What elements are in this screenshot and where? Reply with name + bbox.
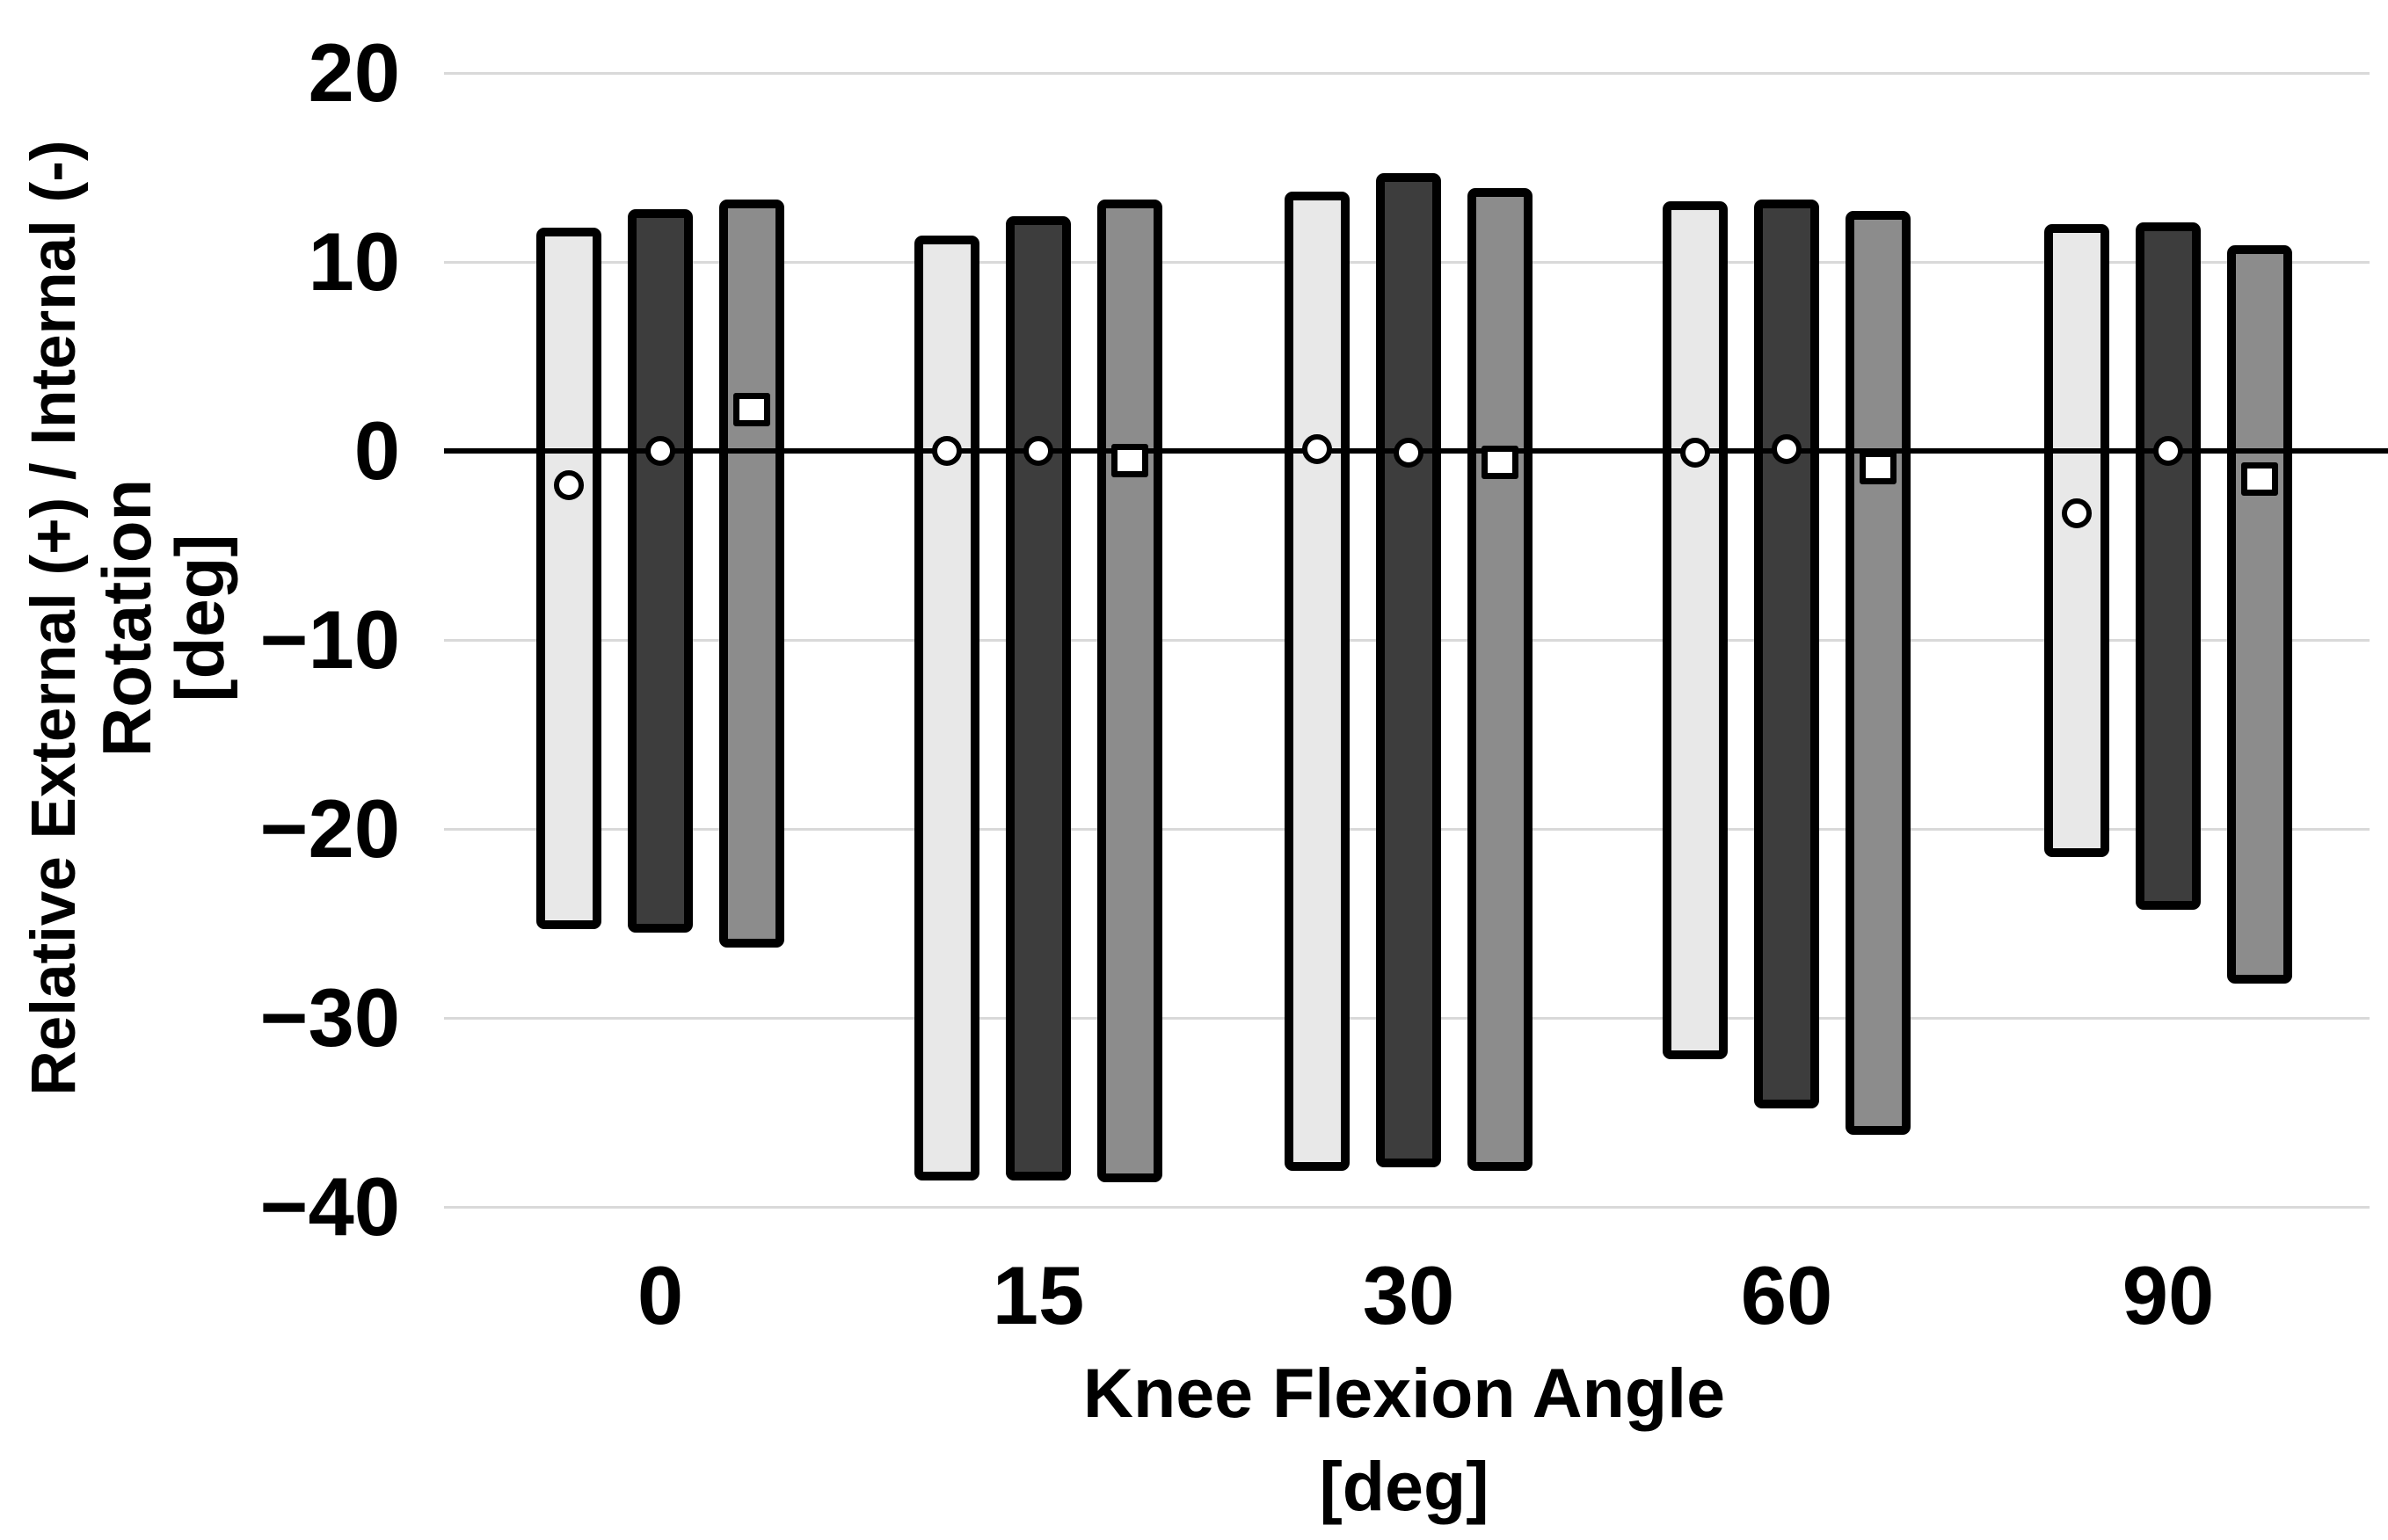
y-axis-title-line: Relative External (+) / Internal (-): [19, 140, 89, 1096]
mean-marker-square-medium-gray-bars-x90: [2241, 462, 2278, 497]
y-tick-label: 10: [308, 215, 400, 308]
mean-marker-square-medium-gray-bars-x0: [733, 392, 770, 426]
gridline: [444, 71, 2370, 75]
range-bar-dark-gray-bars-x60: [1754, 200, 1819, 1109]
range-bar-light-gray-bars-x15: [914, 235, 979, 1180]
mean-marker-circle-dark-gray-bars-x0: [645, 436, 675, 466]
range-bar-medium-gray-bars-x15: [1097, 200, 1162, 1183]
mean-marker-circle-dark-gray-bars-x30: [1394, 438, 1423, 469]
x-tick-label: 15: [992, 1249, 1085, 1341]
mean-marker-circle-light-gray-bars-x30: [1302, 433, 1332, 464]
range-bar-medium-gray-bars-x90: [2227, 244, 2292, 984]
x-tick-label: 90: [2122, 1249, 2215, 1341]
x-tick-label: 30: [1362, 1249, 1455, 1341]
range-bar-dark-gray-bars-x0: [628, 208, 693, 933]
x-tick-label: 0: [637, 1249, 684, 1341]
mean-marker-square-medium-gray-bars-x30: [1482, 445, 1518, 479]
mean-marker-circle-dark-gray-bars-x60: [1772, 433, 1802, 464]
gridline: [444, 1205, 2370, 1209]
range-bar-light-gray-bars-x90: [2044, 224, 2109, 858]
y-axis-title-line: [deg]: [161, 534, 238, 702]
y-axis-title: Relative External (+) / Internal (-) Rota…: [18, 0, 238, 1277]
mean-marker-square-medium-gray-bars-x60: [1860, 451, 1897, 485]
mean-marker-circle-light-gray-bars-x60: [1680, 438, 1710, 469]
mean-marker-square-medium-gray-bars-x15: [1111, 443, 1148, 477]
y-tick-label: −20: [259, 782, 400, 875]
mean-marker-circle-light-gray-bars-x15: [932, 436, 962, 466]
range-bar-light-gray-bars-x60: [1663, 201, 1728, 1060]
x-axis-title-line: [deg]: [1319, 1447, 1489, 1525]
range-bar-dark-gray-bars-x15: [1006, 216, 1071, 1180]
range-bar-medium-gray-bars-x60: [1846, 210, 1911, 1136]
y-tick-label: −40: [259, 1160, 400, 1253]
range-bar-medium-gray-bars-x0: [719, 200, 784, 948]
y-tick-label: −30: [259, 971, 400, 1064]
mean-marker-circle-light-gray-bars-x0: [554, 469, 584, 500]
y-axis-title-line: Rotation: [88, 478, 165, 758]
range-bar-dark-gray-bars-x90: [2136, 222, 2201, 911]
y-tick-label: −10: [259, 593, 400, 686]
range-bar-dark-gray-bars-x30: [1376, 172, 1441, 1167]
mean-marker-circle-light-gray-bars-x90: [2062, 498, 2092, 528]
x-axis-title-line: Knee Flexion Angle: [1082, 1354, 1726, 1432]
mean-marker-circle-dark-gray-bars-x15: [1023, 436, 1053, 466]
range-bar-medium-gray-bars-x30: [1467, 188, 1533, 1172]
x-axis-title: Knee Flexion Angle [deg]: [965, 1347, 1844, 1533]
range-bar-light-gray-bars-x0: [536, 228, 601, 929]
x-tick-label: 60: [1740, 1249, 1833, 1341]
y-tick-label: 0: [353, 404, 400, 497]
mean-marker-circle-dark-gray-bars-x90: [2153, 436, 2183, 466]
y-tick-label: 20: [308, 26, 400, 119]
range-bar-light-gray-bars-x30: [1285, 192, 1350, 1172]
